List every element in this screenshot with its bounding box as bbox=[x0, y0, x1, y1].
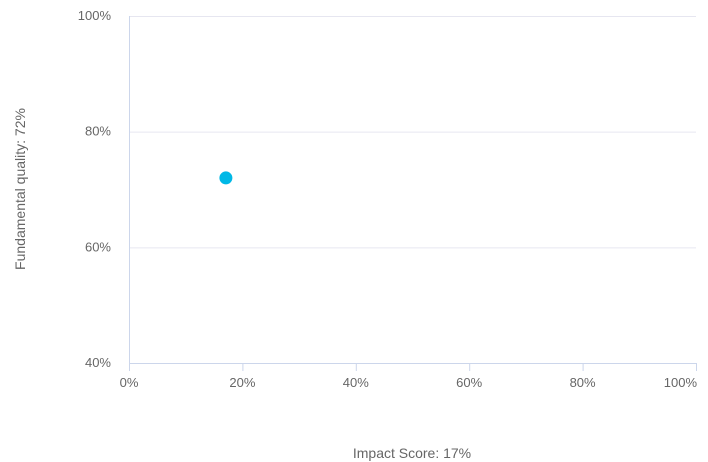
y-tick-labels: 40% 60% 80% 100% bbox=[78, 8, 112, 370]
x-tick-label-2: 40% bbox=[343, 375, 369, 390]
x-axis-title: Impact Score: 17% bbox=[353, 445, 471, 461]
grid-layer bbox=[129, 16, 696, 364]
y-axis-title: Fundamental quality: 72% bbox=[12, 108, 28, 270]
y-tick-label-2: 80% bbox=[85, 124, 111, 139]
x-tick-label-3: 60% bbox=[456, 375, 482, 390]
x-tick-label-5: 100% bbox=[664, 375, 698, 390]
axis-layer bbox=[129, 16, 697, 371]
y-tick-label-3: 100% bbox=[78, 8, 112, 23]
y-tick-label-1: 60% bbox=[85, 239, 111, 254]
x-tick-label-1: 20% bbox=[229, 375, 255, 390]
data-point-0[interactable] bbox=[219, 171, 233, 185]
x-tick-label-4: 80% bbox=[570, 375, 596, 390]
data-points bbox=[219, 171, 233, 185]
x-tick-label-0: 0% bbox=[120, 375, 139, 390]
y-tick-label-0: 40% bbox=[85, 355, 111, 370]
x-tick-labels: 0% 20% 40% 60% 80% 100% bbox=[120, 375, 698, 390]
